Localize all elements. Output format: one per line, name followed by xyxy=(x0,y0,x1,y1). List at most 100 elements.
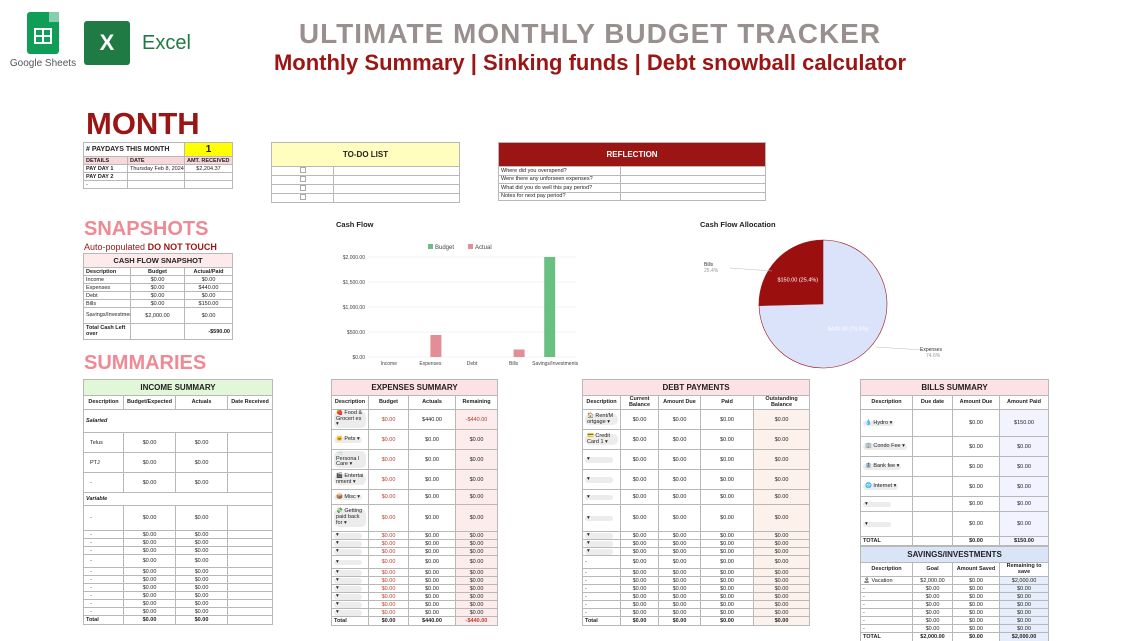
income-budget[interactable]: $0.00 xyxy=(123,546,176,555)
income-budget[interactable]: $0.00 xyxy=(123,607,176,616)
savings-goal[interactable]: $0.00 xyxy=(912,608,953,617)
payday-date[interactable] xyxy=(127,180,185,189)
debt-current[interactable]: $0.00 xyxy=(620,449,659,470)
expense-budget[interactable]: $0.00 xyxy=(368,409,409,430)
income-budget[interactable]: $0.00 xyxy=(123,591,176,600)
debt-due[interactable]: $0.00 xyxy=(658,429,701,450)
debt-due[interactable]: $0.00 xyxy=(658,449,701,470)
expense-category-cell[interactable]: ▾ xyxy=(331,584,369,593)
debt-current[interactable]: $0.00 xyxy=(620,539,659,548)
debt-item-dropdown[interactable]: ▾ xyxy=(585,476,613,483)
income-desc[interactable]: - xyxy=(83,530,124,539)
todo-item[interactable] xyxy=(333,175,460,185)
debt-desc[interactable]: - xyxy=(582,592,621,601)
bill-item-cell[interactable]: ▾ xyxy=(860,496,913,512)
expense-category-cell[interactable]: 🛁 Persona l Care ▾ xyxy=(331,449,369,470)
income-budget[interactable]: $0.00 xyxy=(123,567,176,576)
todo-checkbox[interactable] xyxy=(300,194,306,200)
bill-item-cell[interactable]: 🌐 Internet ▾ xyxy=(860,476,913,497)
income-desc[interactable]: - xyxy=(83,505,124,531)
debt-paid[interactable]: $0.00 xyxy=(700,608,754,617)
income-date[interactable] xyxy=(226,554,274,568)
debt-due[interactable]: $0.00 xyxy=(658,592,701,601)
expense-budget[interactable]: $0.00 xyxy=(368,489,409,505)
income-actual[interactable]: $0.00 xyxy=(175,505,228,531)
reflection-answer[interactable] xyxy=(619,174,767,184)
debt-due[interactable]: $0.00 xyxy=(658,531,701,540)
income-date[interactable] xyxy=(226,575,274,584)
expense-budget[interactable]: $0.00 xyxy=(368,592,409,601)
expense-category-dropdown[interactable]: ▾ xyxy=(334,610,362,616)
debt-item-cell[interactable]: ▾ xyxy=(582,449,621,470)
income-desc[interactable]: PTJ xyxy=(83,452,124,473)
income-desc[interactable]: - xyxy=(83,575,124,584)
debt-desc[interactable]: - xyxy=(582,555,621,569)
debt-paid[interactable]: $0.00 xyxy=(700,469,754,490)
expense-budget[interactable]: $0.00 xyxy=(368,568,409,577)
debt-item-dropdown[interactable]: ▾ xyxy=(585,533,613,539)
reflection-answer[interactable] xyxy=(619,191,767,201)
expense-category-dropdown[interactable]: ▾ xyxy=(334,570,362,576)
debt-paid[interactable]: $0.00 xyxy=(700,584,754,593)
debt-item-dropdown[interactable]: 🏠 Rent/M ortgage ▾ xyxy=(585,413,618,426)
savings-saved[interactable]: $0.00 xyxy=(952,608,1000,617)
expense-budget[interactable]: $0.00 xyxy=(368,576,409,585)
bill-amount-paid[interactable]: $0.00 xyxy=(999,456,1049,477)
expense-budget[interactable]: $0.00 xyxy=(368,539,409,548)
debt-current[interactable]: $0.00 xyxy=(620,489,659,505)
debt-item-cell[interactable]: 🏠 Rent/M ortgage ▾ xyxy=(582,409,621,430)
debt-current[interactable]: $0.00 xyxy=(620,568,659,577)
income-budget[interactable]: $0.00 xyxy=(123,575,176,584)
bill-item-cell[interactable]: 🏦 Bank fee ▾ xyxy=(860,456,913,477)
savings-desc-cell[interactable]: - xyxy=(860,592,913,601)
income-actual[interactable]: $0.00 xyxy=(175,538,228,547)
income-date[interactable] xyxy=(226,583,274,592)
debt-current[interactable]: $0.00 xyxy=(620,409,659,430)
debt-current[interactable]: $0.00 xyxy=(620,576,659,585)
expense-category-cell[interactable]: 🍓 Food & Groceri es ▾ xyxy=(331,409,369,430)
bill-amount-paid[interactable]: $0.00 xyxy=(999,436,1049,457)
payday-amount[interactable]: $2,204.37 xyxy=(184,164,233,173)
income-date[interactable] xyxy=(226,599,274,608)
expense-category-dropdown[interactable]: ▾ xyxy=(334,602,362,608)
income-desc[interactable]: - xyxy=(83,567,124,576)
debt-current[interactable]: $0.00 xyxy=(620,547,659,556)
bill-amount-due[interactable]: $0.00 xyxy=(952,511,1000,537)
debt-paid[interactable]: $0.00 xyxy=(700,568,754,577)
income-date[interactable] xyxy=(226,452,274,473)
debt-due[interactable]: $0.00 xyxy=(658,584,701,593)
income-budget[interactable]: $0.00 xyxy=(123,530,176,539)
debt-item-dropdown[interactable]: ▾ xyxy=(585,549,613,555)
debt-current[interactable]: $0.00 xyxy=(620,429,659,450)
income-budget[interactable]: $0.00 xyxy=(123,505,176,531)
debt-current[interactable]: $0.00 xyxy=(620,469,659,490)
income-desc[interactable]: Telus xyxy=(83,432,124,453)
savings-desc-cell[interactable]: - xyxy=(860,600,913,609)
debt-paid[interactable]: $0.00 xyxy=(700,409,754,430)
bill-item-dropdown[interactable]: ▾ xyxy=(863,501,891,508)
income-date[interactable] xyxy=(226,472,274,493)
bill-due-date[interactable] xyxy=(912,496,953,512)
expense-budget[interactable]: $0.00 xyxy=(368,429,409,450)
debt-due[interactable]: $0.00 xyxy=(658,469,701,490)
todo-checkbox[interactable] xyxy=(300,185,306,191)
savings-desc-cell[interactable]: 🏝 Vacation xyxy=(860,576,913,585)
income-desc[interactable]: - xyxy=(83,583,124,592)
income-budget[interactable]: $0.00 xyxy=(123,472,176,493)
savings-saved[interactable]: $0.00 xyxy=(952,584,1000,593)
bill-due-date[interactable] xyxy=(912,436,953,457)
expense-category-cell[interactable]: ▾ xyxy=(331,608,369,617)
income-date[interactable] xyxy=(226,591,274,600)
savings-saved[interactable]: $0.00 xyxy=(952,600,1000,609)
savings-goal[interactable]: $0.00 xyxy=(912,584,953,593)
debt-desc[interactable]: - xyxy=(582,584,621,593)
bill-item-cell[interactable]: 💧 Hydro ▾ xyxy=(860,409,913,437)
income-budget[interactable]: $0.00 xyxy=(123,432,176,453)
bill-item-cell[interactable]: ▾ xyxy=(860,511,913,537)
savings-goal[interactable]: $0.00 xyxy=(912,600,953,609)
expense-category-cell[interactable]: ▾ xyxy=(331,600,369,609)
debt-current[interactable]: $0.00 xyxy=(620,608,659,617)
income-desc[interactable]: - xyxy=(83,599,124,608)
bill-amount-due[interactable]: $0.00 xyxy=(952,436,1000,457)
bill-amount-due[interactable]: $0.00 xyxy=(952,409,1000,437)
